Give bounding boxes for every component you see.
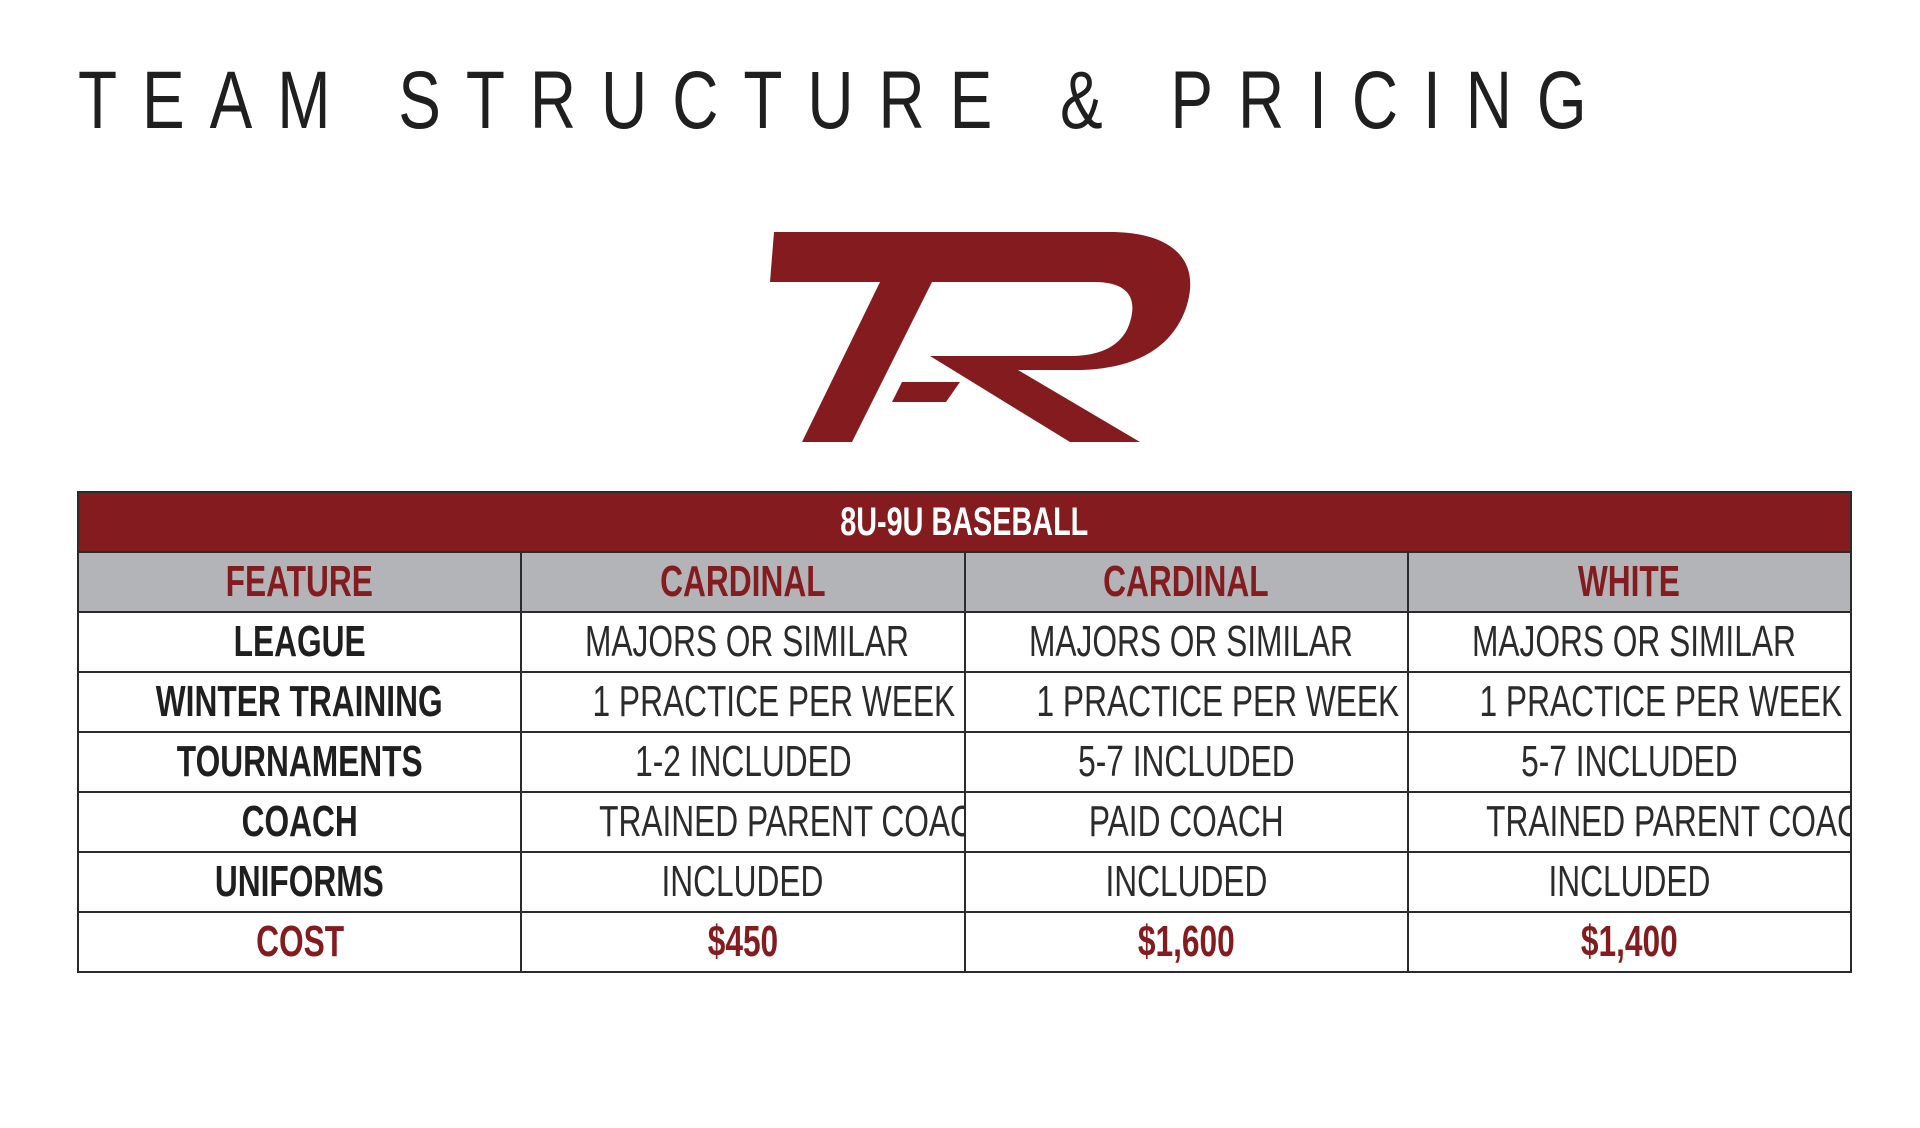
table-cell: TRAINED PARENT COACH [1406, 791, 1853, 853]
table-cell: 1 PRACTICE PER WEEK [520, 671, 966, 733]
table-cell: INCLUDED [520, 851, 966, 913]
feature-label: TOURNAMENTS [76, 731, 523, 793]
table-cell: MAJORS OR SIMILAR [520, 611, 966, 673]
table-cell: 5-7 INCLUDED [1406, 731, 1853, 793]
section-title: 8U-9U BASEBALL [77, 491, 1852, 553]
table-cell: 1 PRACTICE PER WEEK [1406, 671, 1853, 733]
column-header-feature: FEATURE [76, 551, 523, 613]
table-cell: 1-2 INCLUDED [520, 731, 966, 793]
table-cell: 1 PRACTICE PER WEEK [963, 671, 1409, 733]
feature-label: LEAGUE [76, 611, 523, 673]
page-title: TEAM STRUCTURE & PRICING [78, 55, 1612, 146]
table-cell: TRAINED PARENT COACH [520, 791, 966, 853]
table-row-coach: COACH TRAINED PARENT COACH PAID COACH TR… [76, 791, 1853, 853]
column-header-cardinal-2: CARDINAL [963, 551, 1409, 613]
table-cell: INCLUDED [963, 851, 1409, 913]
table-cell: PAID COACH [963, 791, 1409, 853]
table-cell: MAJORS OR SIMILAR [1406, 611, 1853, 673]
header-row: FEATURE CARDINAL CARDINAL WHITE [76, 551, 1853, 613]
table-row-tournaments: TOURNAMENTS 1-2 INCLUDED 5-7 INCLUDED 5-… [76, 731, 1853, 793]
feature-label: COST [76, 911, 523, 973]
feature-label: WINTER TRAINING [76, 671, 523, 733]
column-header-cardinal-1: CARDINAL [520, 551, 966, 613]
section-title-row: 8U-9U BASEBALL [77, 491, 1852, 553]
table-cell: INCLUDED [1406, 851, 1853, 913]
price-cell: $1,400 [1406, 911, 1853, 973]
tpr-monogram-logo-icon [770, 232, 1191, 442]
table-cell: MAJORS OR SIMILAR [963, 611, 1409, 673]
table-row-cost: COST $450 $1,600 $1,400 [76, 911, 1853, 973]
column-header-white: WHITE [1406, 551, 1853, 613]
table-cell: 5-7 INCLUDED [963, 731, 1409, 793]
section-title-text: 8U-9U BASEBALL [840, 499, 1089, 544]
table-row-winter-training: WINTER TRAINING 1 PRACTICE PER WEEK 1 PR… [76, 671, 1853, 733]
price-cell: $450 [520, 911, 966, 973]
table-row-uniforms: UNIFORMS INCLUDED INCLUDED INCLUDED [76, 851, 1853, 913]
pricing-table: 8U-9U BASEBALL FEATURE CARDINAL CARDINAL… [76, 491, 1853, 973]
feature-label: COACH [76, 791, 523, 853]
table-row-league: LEAGUE MAJORS OR SIMILAR MAJORS OR SIMIL… [76, 611, 1853, 673]
feature-label: UNIFORMS [76, 851, 523, 913]
price-cell: $1,600 [963, 911, 1409, 973]
